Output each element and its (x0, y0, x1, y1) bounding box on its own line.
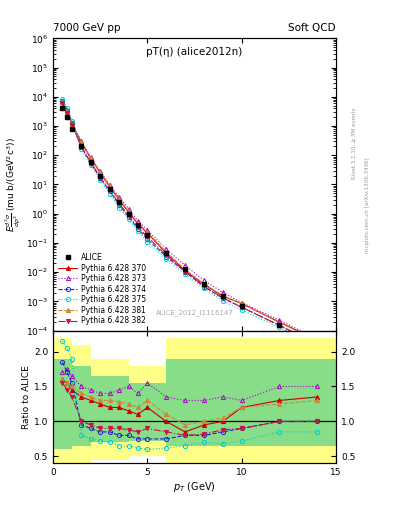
X-axis label: $p_T$ (GeV): $p_T$ (GeV) (173, 480, 216, 494)
Y-axis label: $E\frac{d^3\sigma}{dp^3}$ (mu b/(GeV$^2$c$^3$)): $E\frac{d^3\sigma}{dp^3}$ (mu b/(GeV$^2$… (4, 137, 23, 232)
Legend: ALICE, Pythia 6.428 370, Pythia 6.428 373, Pythia 6.428 374, Pythia 6.428 375, P: ALICE, Pythia 6.428 370, Pythia 6.428 37… (57, 251, 147, 327)
Y-axis label: Ratio to ALICE: Ratio to ALICE (22, 365, 31, 429)
Text: mcplots.cern.ch [arXiv:1306.3436]: mcplots.cern.ch [arXiv:1306.3436] (365, 157, 371, 252)
Text: 7000 GeV pp: 7000 GeV pp (53, 23, 121, 33)
Text: Soft QCD: Soft QCD (288, 23, 336, 33)
Text: ALICE_2012_I1116147: ALICE_2012_I1116147 (156, 309, 233, 316)
Text: pT(η) (alice2012n): pT(η) (alice2012n) (147, 47, 242, 57)
Text: Rivet 3.1.10, ≥ 3M events: Rivet 3.1.10, ≥ 3M events (352, 108, 357, 179)
